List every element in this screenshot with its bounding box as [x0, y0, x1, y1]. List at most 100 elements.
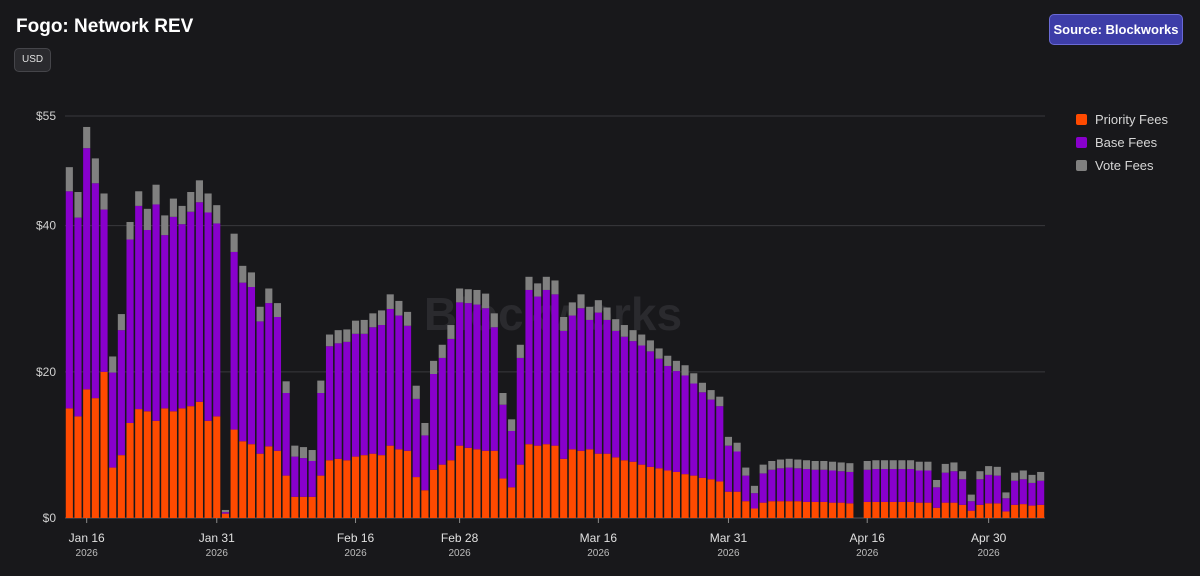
- bar-segment: [915, 502, 923, 518]
- bar-segment: [1019, 479, 1027, 505]
- bar-segment: [360, 333, 368, 456]
- bar-segment: [560, 330, 568, 459]
- bar-segment: [239, 265, 247, 283]
- bar-segment: [91, 183, 99, 399]
- bar-segment: [256, 453, 264, 518]
- bar-segment: [221, 509, 229, 513]
- bar-segment: [690, 383, 698, 476]
- bar-segment: [716, 481, 724, 518]
- bar-segment: [204, 212, 212, 421]
- bar-segment: [100, 209, 108, 372]
- bar-segment: [377, 310, 386, 326]
- bar-segment: [447, 325, 455, 339]
- bar-segment: [776, 501, 785, 518]
- bar-segment: [152, 420, 160, 518]
- bar-segment: [889, 469, 897, 502]
- bar-segment: [1028, 505, 1036, 518]
- bar-segment: [74, 217, 82, 417]
- bar-segment: [1019, 470, 1027, 480]
- x-tick-label: Apr 16: [850, 531, 886, 545]
- bar-segment: [395, 300, 403, 316]
- bar-segment: [412, 477, 420, 518]
- bar-segment: [360, 455, 368, 518]
- bar-segment: [534, 283, 542, 297]
- bar-segment: [612, 330, 620, 458]
- bar-segment: [933, 487, 941, 508]
- bar-segment: [100, 193, 108, 210]
- bar-segment: [794, 501, 802, 518]
- bar-segment: [750, 493, 759, 509]
- bar-segment: [1002, 511, 1010, 518]
- bar-segment: [820, 460, 828, 470]
- bar-segment: [863, 469, 871, 502]
- bar-segment: [195, 180, 203, 203]
- bar-segment: [430, 360, 438, 375]
- bar-segment: [907, 469, 915, 502]
- bar-segment: [742, 467, 750, 476]
- bar-segment: [282, 393, 290, 476]
- bar-segment: [100, 371, 108, 518]
- bar-segment: [430, 374, 438, 470]
- bar-segment: [265, 303, 273, 447]
- bar-segment: [221, 512, 229, 514]
- bar-segment: [742, 475, 750, 502]
- currency-toggle-button[interactable]: USD: [14, 48, 52, 72]
- bar-segment: [811, 501, 819, 518]
- source-link-button[interactable]: Source: Blockworks: [1049, 14, 1183, 45]
- bar-segment: [386, 294, 394, 309]
- bar-segment: [213, 416, 221, 518]
- bar-segment: [967, 501, 975, 511]
- bar-segment: [985, 474, 993, 504]
- bar-segment: [421, 435, 429, 491]
- bar-segment: [299, 458, 308, 497]
- bar-segment: [1019, 504, 1027, 518]
- bar-segment: [759, 464, 767, 474]
- bar-segment: [256, 306, 264, 322]
- bar-segment: [412, 385, 420, 399]
- bar-segment: [1011, 480, 1019, 505]
- bar-segment: [490, 327, 498, 451]
- bar-segment: [334, 458, 342, 518]
- x-tick-label: Apr 30: [971, 531, 1007, 545]
- bar-segment: [325, 346, 334, 461]
- bar-segment: [924, 461, 932, 471]
- x-tick-year: 2026: [448, 548, 471, 559]
- bar-segment: [464, 447, 472, 518]
- bar-segment: [308, 496, 316, 518]
- legend-item[interactable]: Priority Fees: [1076, 108, 1168, 131]
- bar-segment: [534, 296, 542, 446]
- bar-segment: [117, 314, 125, 331]
- bar-segment: [516, 464, 524, 518]
- bar-segment: [881, 469, 889, 502]
- bar-segment: [664, 355, 672, 366]
- bar-segment: [646, 351, 654, 467]
- bar-segment: [802, 501, 811, 518]
- bar-segment: [707, 399, 715, 480]
- bar-segment: [516, 357, 524, 465]
- bar-segment: [351, 456, 360, 518]
- x-tick-year: 2026: [587, 548, 610, 559]
- bar-segment: [976, 471, 984, 480]
- bar-segment: [690, 475, 698, 518]
- x-tick-year: 2026: [76, 548, 99, 559]
- bar-segment: [499, 393, 507, 405]
- legend-item[interactable]: Vote Fees: [1076, 154, 1168, 177]
- legend-item[interactable]: Base Fees: [1076, 131, 1168, 154]
- bar-segment: [577, 308, 585, 451]
- bar-segment: [646, 340, 654, 352]
- bar-segment: [438, 464, 446, 518]
- bar-segment: [612, 319, 620, 331]
- bar-segment: [221, 513, 229, 518]
- bar-segment: [438, 357, 446, 465]
- bar-segment: [482, 293, 490, 309]
- bar-segment: [169, 216, 177, 412]
- bar-segment: [1037, 471, 1045, 481]
- bar-segment: [638, 464, 646, 518]
- bar-segment: [1037, 504, 1045, 518]
- bar-segment: [664, 365, 672, 471]
- bar-segment: [794, 468, 802, 502]
- bar-segment: [178, 408, 186, 518]
- bar-segment: [404, 450, 412, 518]
- y-tick-label: $0: [43, 511, 57, 525]
